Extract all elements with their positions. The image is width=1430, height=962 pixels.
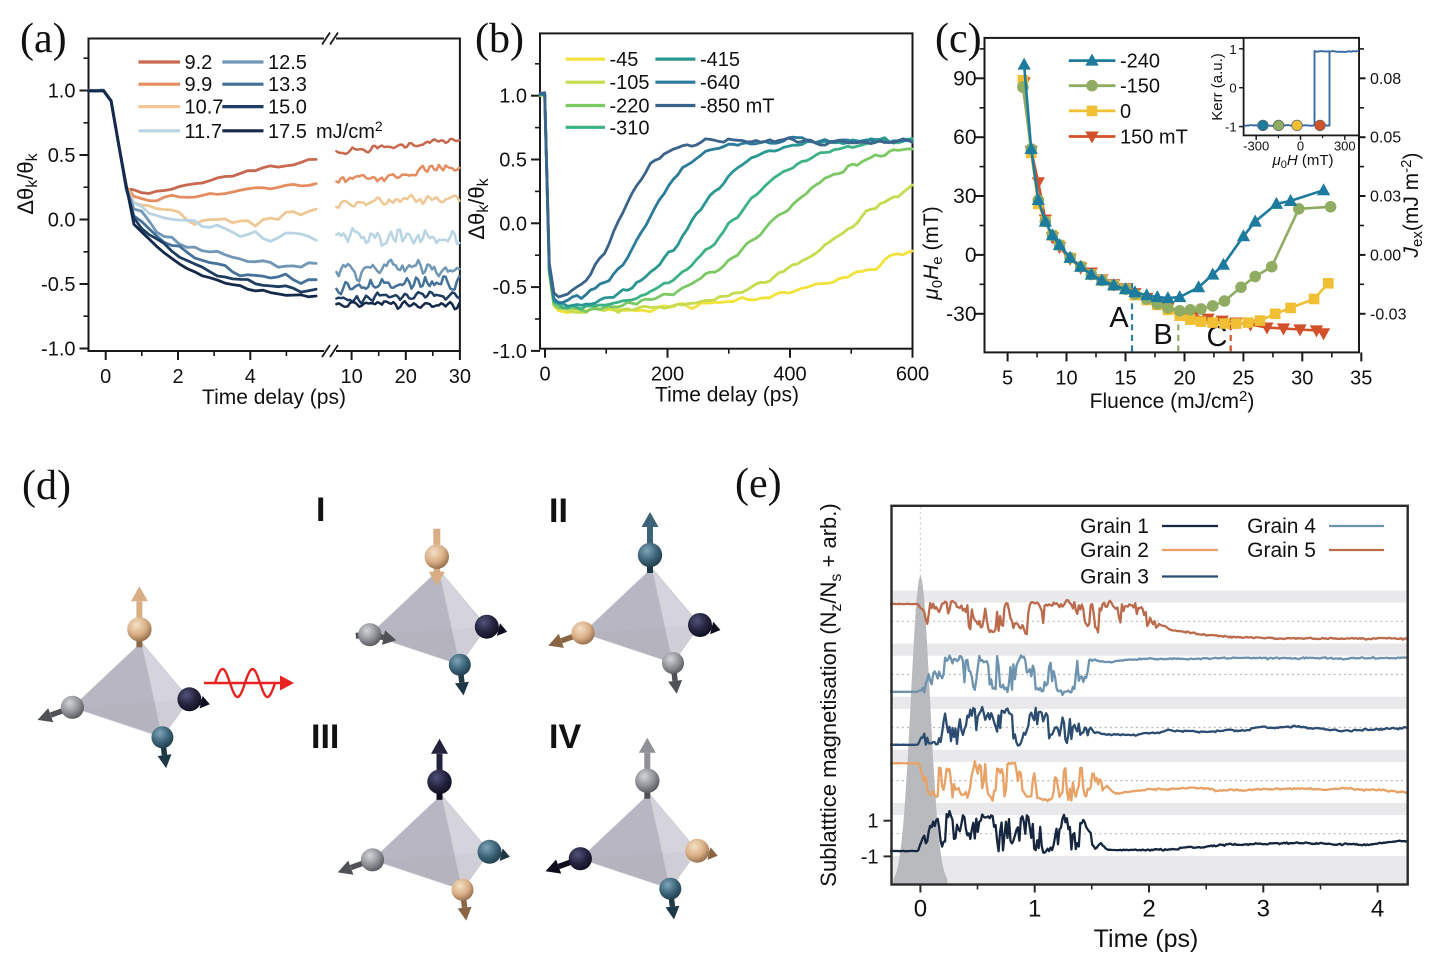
svg-text:-1: -1 bbox=[861, 846, 879, 868]
svg-text:-0.5: -0.5 bbox=[41, 274, 75, 296]
svg-text:mJ/cm2: mJ/cm2 bbox=[316, 118, 383, 143]
svg-text:-220: -220 bbox=[610, 96, 650, 118]
svg-text:1: 1 bbox=[1028, 896, 1041, 923]
svg-text:Grain 3: Grain 3 bbox=[1080, 566, 1149, 589]
svg-text:600: 600 bbox=[896, 364, 929, 386]
svg-text:-310: -310 bbox=[610, 117, 650, 139]
svg-text:15: 15 bbox=[1114, 367, 1136, 389]
svg-text:9.2: 9.2 bbox=[185, 52, 213, 74]
svg-text:(a): (a) bbox=[20, 16, 67, 62]
svg-text:-105: -105 bbox=[610, 72, 650, 94]
svg-text:-415: -415 bbox=[700, 49, 740, 71]
svg-text:Jex(mJ m-2): Jex(mJ m-2) bbox=[1398, 152, 1426, 258]
svg-text:Grain 2: Grain 2 bbox=[1080, 539, 1149, 562]
svg-text:35: 35 bbox=[1350, 367, 1372, 389]
svg-text:1.0: 1.0 bbox=[48, 81, 76, 103]
svg-text:-0.5: -0.5 bbox=[493, 277, 527, 299]
svg-text:90: 90 bbox=[953, 67, 976, 90]
svg-text:-850 mT: -850 mT bbox=[700, 96, 774, 118]
svg-text:-30: -30 bbox=[946, 303, 976, 326]
svg-text:4: 4 bbox=[245, 366, 256, 388]
svg-text:2: 2 bbox=[1142, 896, 1155, 923]
svg-text:B: B bbox=[1153, 319, 1172, 351]
svg-text:Time delay (ps): Time delay (ps) bbox=[655, 384, 799, 407]
svg-text:25: 25 bbox=[1232, 367, 1254, 389]
svg-text:μ0He (mT): μ0He (mT) bbox=[920, 206, 946, 301]
svg-text:400: 400 bbox=[773, 364, 806, 386]
svg-text:0.0: 0.0 bbox=[48, 210, 76, 232]
svg-text:C: C bbox=[1207, 321, 1228, 353]
svg-text:0: 0 bbox=[1229, 81, 1236, 96]
svg-text:Grain 4: Grain 4 bbox=[1247, 515, 1316, 538]
svg-text:30: 30 bbox=[1291, 367, 1313, 389]
svg-text:2: 2 bbox=[172, 366, 183, 388]
svg-text:(e): (e) bbox=[735, 461, 782, 507]
svg-text:-150: -150 bbox=[1120, 76, 1160, 98]
svg-text:0.03: 0.03 bbox=[1370, 189, 1401, 206]
svg-text:20: 20 bbox=[1173, 367, 1195, 389]
svg-text:(b): (b) bbox=[475, 16, 524, 62]
svg-text:0.00: 0.00 bbox=[1370, 247, 1401, 264]
svg-text:-1: -1 bbox=[1225, 120, 1237, 135]
svg-text:10.7: 10.7 bbox=[185, 97, 224, 119]
svg-text:0: 0 bbox=[965, 244, 977, 267]
svg-text:(c): (c) bbox=[935, 16, 982, 62]
svg-text:30: 30 bbox=[953, 185, 976, 208]
svg-text:1.0: 1.0 bbox=[499, 86, 527, 108]
svg-text:10: 10 bbox=[1055, 367, 1077, 389]
svg-text:1: 1 bbox=[867, 811, 878, 833]
svg-text:II: II bbox=[549, 492, 568, 530]
svg-text:60: 60 bbox=[953, 126, 976, 149]
svg-text:30: 30 bbox=[449, 366, 471, 388]
svg-text:-640: -640 bbox=[700, 72, 740, 94]
svg-text:-1.0: -1.0 bbox=[493, 341, 527, 363]
svg-text:III: III bbox=[311, 718, 339, 756]
svg-text:0: 0 bbox=[539, 364, 550, 386]
svg-text:Time delay (ps): Time delay (ps) bbox=[202, 386, 346, 409]
svg-text:-0.03: -0.03 bbox=[1370, 306, 1407, 323]
svg-text:IV: IV bbox=[549, 718, 581, 756]
svg-text:20: 20 bbox=[395, 366, 417, 388]
svg-text:Δθk/θk: Δθk/θk bbox=[13, 152, 41, 214]
svg-text:300: 300 bbox=[1334, 138, 1356, 153]
svg-text:Kerr (a.u.): Kerr (a.u.) bbox=[1209, 53, 1226, 121]
svg-text:0: 0 bbox=[100, 366, 111, 388]
svg-text:0.08: 0.08 bbox=[1370, 71, 1401, 88]
svg-text:Δθk/θk: Δθk/θk bbox=[464, 177, 492, 239]
svg-text:0.0: 0.0 bbox=[499, 213, 527, 235]
svg-text:Grain 5: Grain 5 bbox=[1247, 539, 1316, 562]
svg-text:I: I bbox=[316, 491, 325, 529]
svg-text:0.5: 0.5 bbox=[48, 145, 76, 167]
svg-text:Time (ps): Time (ps) bbox=[1094, 925, 1199, 953]
svg-text:μ0H (mT): μ0H (mT) bbox=[1271, 152, 1333, 171]
svg-text:-1.0: -1.0 bbox=[41, 339, 75, 361]
svg-text:0: 0 bbox=[1120, 101, 1131, 123]
svg-text:Fluence (mJ/cm2): Fluence (mJ/cm2) bbox=[1090, 388, 1255, 413]
svg-text:A: A bbox=[1109, 302, 1129, 334]
svg-text:0: 0 bbox=[1297, 138, 1304, 153]
svg-text:17.5: 17.5 bbox=[268, 121, 307, 143]
svg-text:0.05: 0.05 bbox=[1370, 130, 1401, 147]
svg-text:15.0: 15.0 bbox=[268, 97, 307, 119]
svg-text:4: 4 bbox=[1371, 896, 1384, 923]
svg-text:Grain 1: Grain 1 bbox=[1080, 515, 1149, 538]
svg-text:(d): (d) bbox=[22, 463, 71, 509]
svg-text:10: 10 bbox=[340, 366, 362, 388]
svg-text:12.5: 12.5 bbox=[268, 52, 307, 74]
svg-text:200: 200 bbox=[651, 364, 684, 386]
svg-text:-240: -240 bbox=[1120, 51, 1160, 73]
svg-text:11.7: 11.7 bbox=[185, 121, 222, 143]
svg-text:5: 5 bbox=[1002, 367, 1013, 389]
svg-text:Sublatttice magnetisation (Nz/: Sublatttice magnetisation (Nz/Ns + arb.) bbox=[816, 503, 845, 886]
svg-text:1: 1 bbox=[1229, 42, 1236, 57]
svg-text:-45: -45 bbox=[610, 49, 639, 71]
svg-text:13.3: 13.3 bbox=[268, 74, 307, 96]
svg-text:3: 3 bbox=[1257, 896, 1270, 923]
svg-text:150 mT: 150 mT bbox=[1120, 127, 1188, 149]
svg-text:-300: -300 bbox=[1243, 138, 1269, 153]
svg-text:9.9: 9.9 bbox=[185, 74, 213, 96]
svg-text:0: 0 bbox=[914, 896, 927, 923]
svg-text:0.5: 0.5 bbox=[499, 150, 527, 172]
